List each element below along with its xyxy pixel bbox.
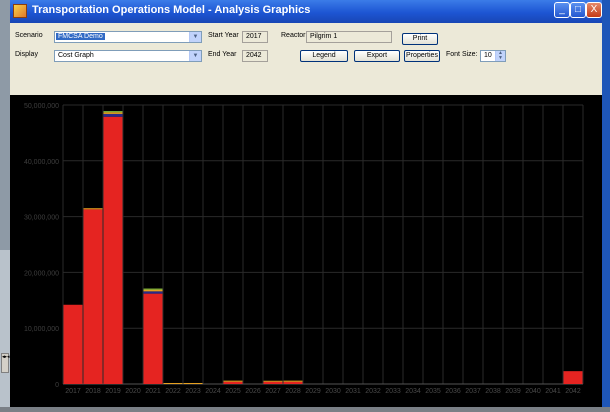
title-bar[interactable]: Transportation Operations Model - Analys… — [10, 0, 602, 23]
x-tick-label: 2033 — [385, 388, 401, 395]
x-tick-label: 2040 — [525, 388, 541, 395]
x-tick-label: 2025 — [225, 388, 241, 395]
reactor-field[interactable]: Pilgrim 1 — [306, 31, 392, 43]
background-scroll-arrows[interactable]: ◂▸◂ — [1, 353, 10, 373]
x-tick-label: 2020 — [125, 388, 141, 395]
maximize-button[interactable]: □ — [570, 2, 586, 18]
scenario-label: Scenario — [15, 32, 43, 39]
x-tick-label: 2030 — [325, 388, 341, 395]
x-tick-label: 2027 — [265, 388, 281, 395]
main-window: Transportation Operations Model - Analys… — [10, 0, 602, 407]
bar-segment — [163, 383, 183, 384]
close-button[interactable]: X — [586, 2, 602, 18]
x-tick-label: 2031 — [345, 388, 361, 395]
x-tick-label: 2029 — [305, 388, 321, 395]
x-tick-label: 2039 — [505, 388, 521, 395]
bar-segment — [103, 111, 123, 113]
x-tick-label: 2035 — [425, 388, 441, 395]
y-tick-label: 10,000,000 — [24, 326, 59, 333]
x-tick-label: 2018 — [85, 388, 101, 395]
x-tick-label: 2037 — [465, 388, 481, 395]
x-tick-label: 2017 — [65, 388, 81, 395]
background-window-pane — [0, 250, 10, 407]
bar-segment — [143, 288, 163, 290]
bar-segment — [283, 380, 303, 382]
x-tick-label: 2032 — [365, 388, 381, 395]
x-tick-label: 2036 — [445, 388, 461, 395]
bar-segment — [143, 289, 163, 292]
chevron-down-icon[interactable]: ▼ — [189, 32, 201, 42]
desktop-right-edge — [602, 0, 610, 407]
cost-graph-chart: 0 10,000,000 20,000,000 30,000,000 40,000,00… — [24, 103, 584, 395]
display-label: Display — [15, 51, 38, 58]
properties-button[interactable]: Properties — [404, 50, 440, 62]
x-tick-label: 2034 — [405, 388, 421, 395]
end-year-field[interactable]: 2042 — [242, 50, 268, 62]
chart-area: 0 10,000,000 20,000,000 30,000,000 40,000,00… — [10, 95, 602, 407]
display-combobox[interactable]: Cost Graph ▼ — [54, 50, 202, 62]
chevron-down-icon[interactable]: ▼ — [189, 51, 201, 61]
x-tick-label: 2026 — [245, 388, 261, 395]
x-tick-label: 2021 — [145, 388, 161, 395]
bar-segment — [143, 291, 163, 294]
bar-segment — [263, 380, 283, 382]
window-title: Transportation Operations Model - Analys… — [32, 4, 311, 16]
bar-segment — [83, 208, 103, 210]
bar-segment — [223, 380, 243, 382]
y-tick-label: 50,000,000 — [24, 103, 59, 110]
bar-segment — [103, 116, 123, 384]
x-tick-label: 2028 — [285, 388, 301, 395]
x-tick-label: 2022 — [165, 388, 181, 395]
print-button[interactable]: Print — [402, 33, 438, 45]
x-tick-label: 2024 — [205, 388, 221, 395]
font-size-label: Font Size: — [446, 51, 478, 58]
controls-panel: Scenario FMCSA Demo ▼ Display Cost Graph… — [10, 23, 602, 95]
bar-segment — [283, 381, 303, 384]
bar-segment — [63, 304, 83, 384]
bar-segment — [563, 371, 583, 384]
scenario-combobox[interactable]: FMCSA Demo ▼ — [54, 31, 202, 43]
bar-segment — [83, 209, 103, 384]
legend-button[interactable]: Legend — [300, 50, 348, 62]
minimize-button[interactable]: _ — [554, 2, 570, 18]
reactor-label: Reactor — [281, 32, 306, 39]
spinner-arrows-icon[interactable]: ▲ ▼ — [495, 51, 505, 61]
font-size-value: 10 — [484, 52, 492, 59]
start-year-field[interactable]: 2017 — [242, 31, 268, 43]
bar-segment — [263, 381, 283, 384]
x-tick-label: 2038 — [485, 388, 501, 395]
bar-segment — [103, 113, 123, 117]
x-tick-label: 2041 — [545, 388, 561, 395]
y-tick-label: 40,000,000 — [24, 159, 59, 166]
y-tick-label: 30,000,000 — [24, 215, 59, 222]
y-tick-label: 20,000,000 — [24, 270, 59, 277]
x-tick-label: 2023 — [185, 388, 201, 395]
end-year-label: End Year — [208, 51, 237, 58]
bar-segment — [183, 383, 203, 384]
bar-segment — [103, 112, 123, 114]
y-tick-label: 0 — [55, 382, 59, 389]
bar-segment — [223, 381, 243, 384]
font-size-spinner[interactable]: 10 ▲ ▼ — [480, 50, 506, 62]
bar-segment — [143, 293, 163, 384]
scenario-value: FMCSA Demo — [56, 33, 105, 40]
start-year-label: Start Year — [208, 32, 239, 39]
app-icon — [13, 4, 27, 18]
export-button[interactable]: Export — [354, 50, 400, 62]
x-tick-label: 2042 — [565, 388, 581, 395]
display-value: Cost Graph — [58, 52, 94, 59]
x-tick-label: 2019 — [105, 388, 121, 395]
desktop-left-edge — [0, 0, 10, 407]
